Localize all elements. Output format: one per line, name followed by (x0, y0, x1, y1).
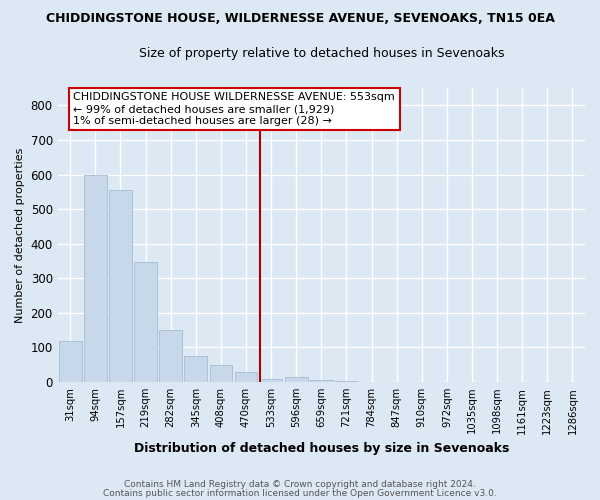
Y-axis label: Number of detached properties: Number of detached properties (15, 148, 25, 322)
Text: Contains HM Land Registry data © Crown copyright and database right 2024.: Contains HM Land Registry data © Crown c… (124, 480, 476, 489)
X-axis label: Distribution of detached houses by size in Sevenoaks: Distribution of detached houses by size … (134, 442, 509, 455)
Bar (235, 372, 257, 382)
Bar (209, 365, 232, 382)
Bar (59, 340, 82, 382)
Bar (184, 356, 207, 382)
Bar (310, 380, 332, 382)
Bar (84, 174, 107, 382)
Text: Contains public sector information licensed under the Open Government Licence v3: Contains public sector information licen… (103, 488, 497, 498)
Bar (285, 377, 308, 382)
Bar (260, 378, 283, 382)
Bar (109, 190, 132, 382)
Title: Size of property relative to detached houses in Sevenoaks: Size of property relative to detached ho… (139, 48, 504, 60)
Bar (160, 330, 182, 382)
Bar (134, 262, 157, 382)
Text: CHIDDINGSTONE HOUSE WILDERNESSE AVENUE: 553sqm
← 99% of detached houses are smal: CHIDDINGSTONE HOUSE WILDERNESSE AVENUE: … (73, 92, 395, 126)
Text: CHIDDINGSTONE HOUSE, WILDERNESSE AVENUE, SEVENOAKS, TN15 0EA: CHIDDINGSTONE HOUSE, WILDERNESSE AVENUE,… (46, 12, 554, 26)
